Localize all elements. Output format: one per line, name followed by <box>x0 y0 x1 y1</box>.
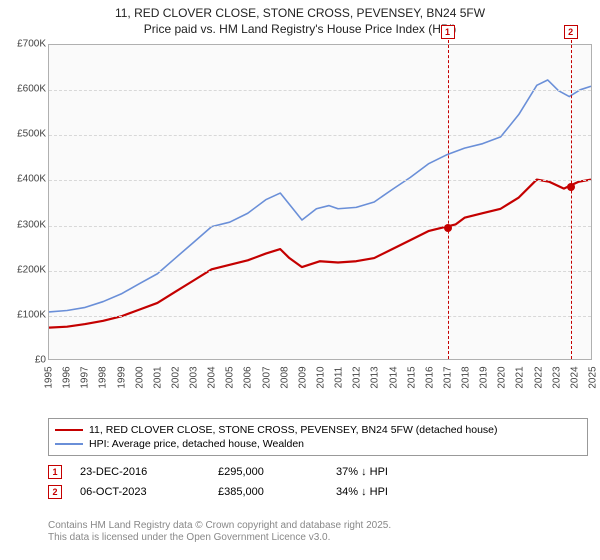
marker-vline-1 <box>448 35 449 359</box>
x-tick-label: 1996 <box>62 366 73 388</box>
legend-swatch <box>55 429 83 431</box>
title-line-2: Price paid vs. HM Land Registry's House … <box>0 22 600 38</box>
x-tick-label: 2008 <box>279 366 290 388</box>
series-price-paid <box>49 180 591 328</box>
x-tick-label: 2000 <box>134 366 145 388</box>
footer-line-1: Contains HM Land Registry data © Crown c… <box>48 520 588 532</box>
event-date: 06-OCT-2023 <box>80 486 200 498</box>
x-tick-label: 2012 <box>352 366 363 388</box>
chart-title: 11, RED CLOVER CLOSE, STONE CROSS, PEVEN… <box>0 0 600 37</box>
x-tick-label: 1999 <box>116 366 127 388</box>
event-date: 23-DEC-2016 <box>80 466 200 478</box>
x-tick-label: 2019 <box>479 366 490 388</box>
y-tick-label: £100K <box>8 309 46 320</box>
y-tick-label: £700K <box>8 39 46 50</box>
footer: Contains HM Land Registry data © Crown c… <box>48 520 588 544</box>
x-tick-label: 2020 <box>497 366 508 388</box>
marker-vline-2 <box>571 35 572 359</box>
gridline <box>49 226 591 227</box>
footer-line-2: This data is licensed under the Open Gov… <box>48 532 588 544</box>
gridline <box>49 135 591 136</box>
x-tick-label: 2017 <box>442 366 453 388</box>
x-tick-label: 2022 <box>533 366 544 388</box>
x-tick-label: 2011 <box>334 367 345 389</box>
event-row: 2 06-OCT-2023 £385,000 34% ↓ HPI <box>48 482 588 502</box>
legend-row: 11, RED CLOVER CLOSE, STONE CROSS, PEVEN… <box>55 423 581 437</box>
x-tick-label: 2023 <box>551 366 562 388</box>
legend: 11, RED CLOVER CLOSE, STONE CROSS, PEVEN… <box>48 418 588 456</box>
y-tick-label: £200K <box>8 264 46 275</box>
y-tick-label: £500K <box>8 129 46 140</box>
gridline <box>49 271 591 272</box>
x-tick-label: 2009 <box>297 366 308 388</box>
x-tick-label: 2018 <box>461 366 472 388</box>
marker-label-2: 2 <box>564 25 578 39</box>
y-tick-label: £0 <box>8 355 46 366</box>
x-tick-label: 2001 <box>152 366 163 388</box>
event-price: £385,000 <box>218 486 318 498</box>
chart: 1995199619971998199920002001200220032004… <box>8 44 592 384</box>
gridline <box>49 316 591 317</box>
event-marker: 2 <box>48 485 62 499</box>
x-tick-label: 2003 <box>189 366 200 388</box>
x-tick-label: 1998 <box>98 366 109 388</box>
gridline <box>49 180 591 181</box>
y-tick-label: £600K <box>8 84 46 95</box>
event-pct: 37% ↓ HPI <box>336 466 476 478</box>
legend-row: HPI: Average price, detached house, Weal… <box>55 437 581 451</box>
x-tick-label: 2021 <box>515 366 526 388</box>
title-line-1: 11, RED CLOVER CLOSE, STONE CROSS, PEVEN… <box>0 6 600 22</box>
series-hpi <box>49 80 591 312</box>
plot-area: 1995199619971998199920002001200220032004… <box>48 44 592 360</box>
x-tick-label: 2002 <box>170 366 181 388</box>
x-tick-label: 2004 <box>207 366 218 388</box>
x-tick-label: 2014 <box>388 366 399 388</box>
event-pct: 34% ↓ HPI <box>336 486 476 498</box>
marker-dot-1 <box>444 224 452 232</box>
x-tick-label: 1997 <box>80 366 91 388</box>
legend-label: HPI: Average price, detached house, Weal… <box>89 438 304 450</box>
event-price: £295,000 <box>218 466 318 478</box>
gridline <box>49 90 591 91</box>
x-tick-label: 2006 <box>243 366 254 388</box>
x-tick-label: 2025 <box>588 366 599 388</box>
y-tick-label: £400K <box>8 174 46 185</box>
x-tick-label: 2024 <box>569 366 580 388</box>
event-row: 1 23-DEC-2016 £295,000 37% ↓ HPI <box>48 462 588 482</box>
x-tick-label: 2007 <box>261 366 272 388</box>
series-svg <box>49 45 591 359</box>
x-tick-label: 2013 <box>370 366 381 388</box>
x-tick-label: 2005 <box>225 366 236 388</box>
legend-label: 11, RED CLOVER CLOSE, STONE CROSS, PEVEN… <box>89 424 498 436</box>
marker-label-1: 1 <box>441 25 455 39</box>
x-tick-label: 2015 <box>406 366 417 388</box>
marker-dot-2 <box>567 183 575 191</box>
x-tick-label: 2010 <box>316 366 327 388</box>
event-marker: 1 <box>48 465 62 479</box>
event-table: 1 23-DEC-2016 £295,000 37% ↓ HPI 2 06-OCT-202… <box>48 462 588 502</box>
x-tick-label: 2016 <box>424 366 435 388</box>
x-tick-label: 1995 <box>44 366 55 388</box>
y-tick-label: £300K <box>8 219 46 230</box>
legend-swatch <box>55 443 83 445</box>
